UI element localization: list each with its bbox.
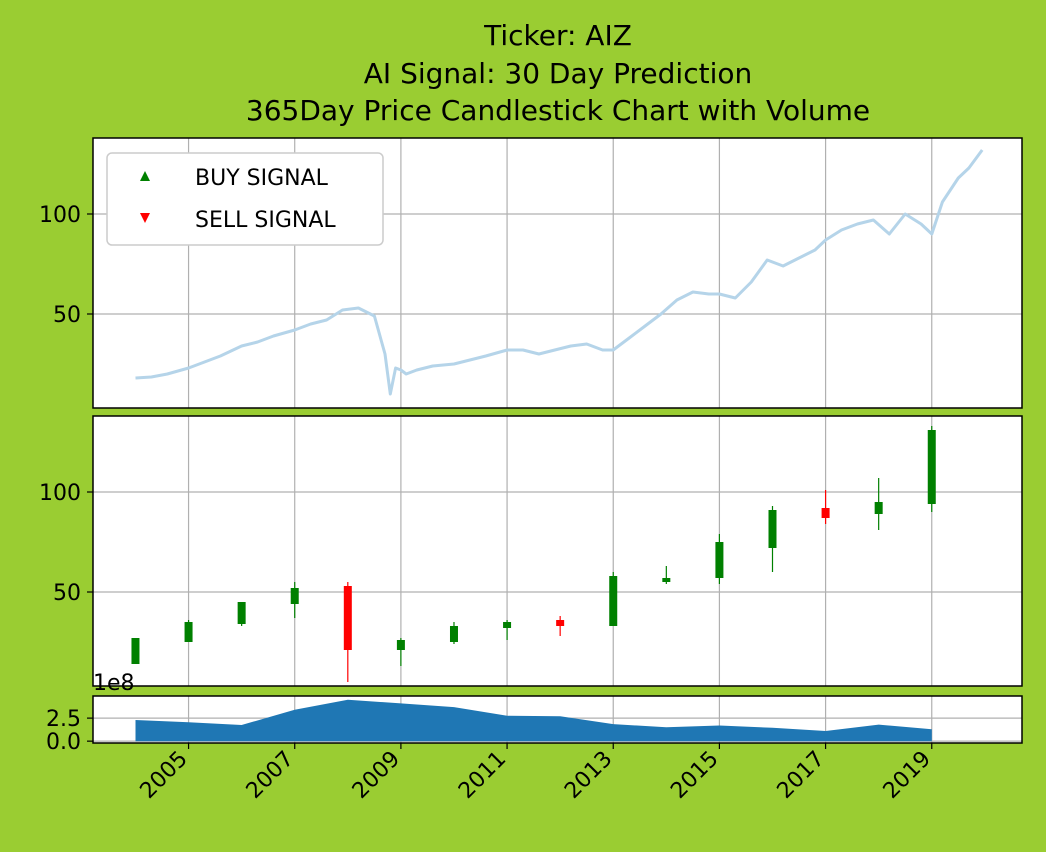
- xtick-label: 2011: [454, 747, 511, 804]
- xtick-label: 2019: [879, 747, 936, 804]
- xtick-label: 2015: [666, 747, 723, 804]
- candle-body: [397, 640, 405, 650]
- candle-body: [131, 638, 139, 664]
- candle-body: [822, 508, 830, 518]
- candle-panel-ytick-label: 100: [39, 481, 81, 506]
- xtick-label: 2017: [773, 747, 830, 804]
- volume-panel: 0.02.5 1e8 2005 2007 2009 2011 2013 2015 2017 201…: [46, 671, 1022, 804]
- chart-title-line-3: 365Day Price Candlestick Chart with Volu…: [246, 94, 870, 127]
- legend-label-sell: SELL SIGNAL: [195, 208, 336, 233]
- candlestick-panel: 50 100: [39, 416, 1022, 686]
- candle-body: [768, 510, 776, 548]
- candle-body: [344, 586, 352, 650]
- candle-body: [238, 602, 246, 624]
- candle-body: [609, 576, 617, 626]
- candle-body: [715, 542, 723, 578]
- candle-panel-plot-area: [93, 416, 1022, 686]
- xtick-label: 2009: [348, 747, 405, 804]
- legend: BUY SIGNAL SELL SIGNAL: [107, 153, 383, 245]
- chart-title-line-2: AI Signal: 30 Day Prediction: [364, 57, 752, 90]
- candle-body: [291, 588, 299, 604]
- legend-label-buy: BUY SIGNAL: [195, 166, 329, 191]
- chart-title-line-1: Ticker: AIZ: [483, 19, 632, 52]
- candle-body: [662, 578, 670, 582]
- xtick-label: 2013: [560, 747, 617, 804]
- candle-body: [503, 622, 511, 628]
- volume-panel-ytick-label: 0.0: [46, 730, 81, 755]
- xtick-label: 2005: [136, 747, 193, 804]
- candle-panel-ytick-label: 50: [53, 581, 81, 606]
- candle-body: [556, 620, 564, 626]
- volume-offset-label: 1e8: [93, 671, 135, 696]
- candle-body: [875, 502, 883, 514]
- xtick-label: 2007: [242, 747, 299, 804]
- line-panel-ytick-label: 100: [39, 203, 81, 228]
- line-panel-ytick-label: 50: [53, 303, 81, 328]
- candle-body: [185, 622, 193, 642]
- candle-body: [928, 430, 936, 504]
- candle-body: [450, 626, 458, 642]
- volume-panel-ytick-label: 2.5: [46, 707, 81, 732]
